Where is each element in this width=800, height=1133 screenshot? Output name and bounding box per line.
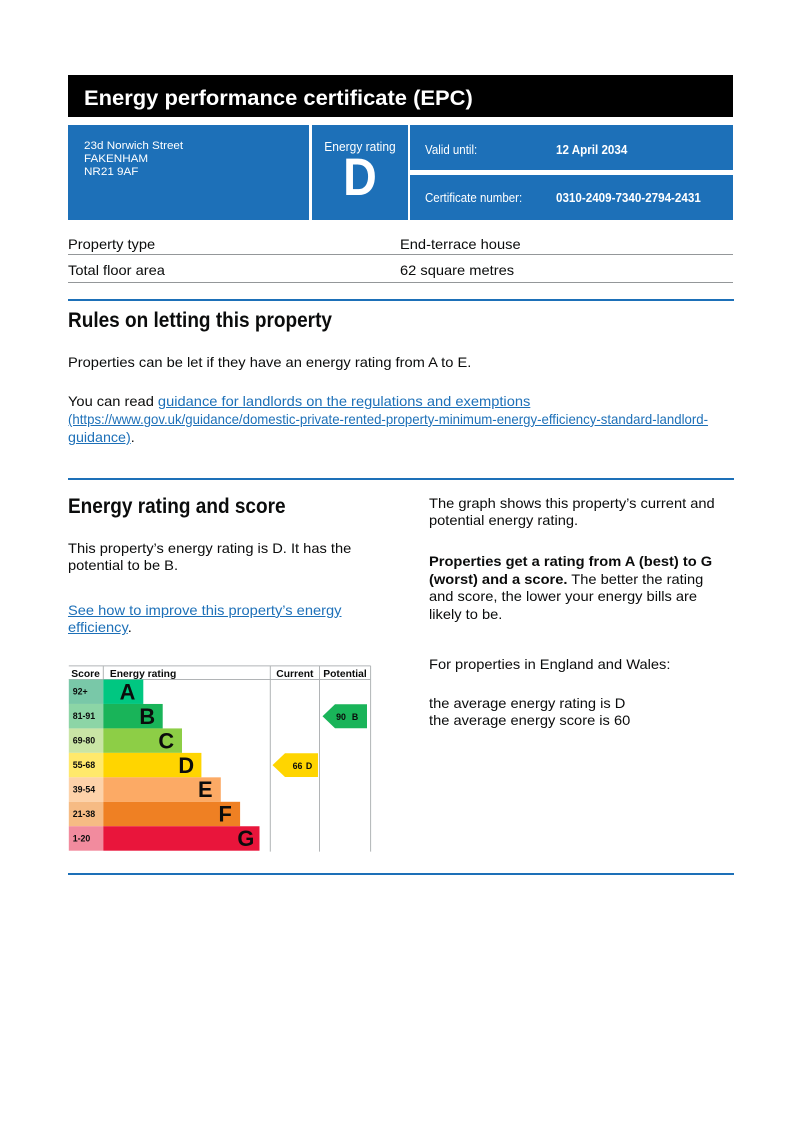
svg-text:C: C [158, 728, 174, 753]
svg-text:B: B [139, 704, 155, 729]
svg-text:Energy rating: Energy rating [110, 669, 176, 680]
svg-text:G: G [237, 826, 254, 851]
svg-text:69-80: 69-80 [73, 736, 96, 746]
svg-text:90: 90 [336, 712, 346, 722]
svg-text:66: 66 [293, 761, 303, 771]
svg-text:D: D [178, 753, 194, 778]
svg-text:B: B [352, 712, 358, 722]
svg-text:81-91: 81-91 [73, 711, 96, 721]
svg-text:F: F [219, 802, 232, 827]
svg-text:D: D [306, 761, 312, 771]
svg-text:A: A [120, 679, 136, 704]
svg-text:Current: Current [276, 669, 314, 680]
svg-text:92+: 92+ [73, 687, 88, 697]
svg-text:E: E [198, 777, 213, 802]
svg-text:55-68: 55-68 [73, 760, 96, 770]
svg-text:39-54: 39-54 [73, 785, 96, 795]
svg-text:1-20: 1-20 [73, 833, 91, 843]
svg-text:Score: Score [71, 669, 100, 680]
svg-text:Potential: Potential [323, 669, 367, 680]
svg-text:21-38: 21-38 [73, 809, 96, 819]
